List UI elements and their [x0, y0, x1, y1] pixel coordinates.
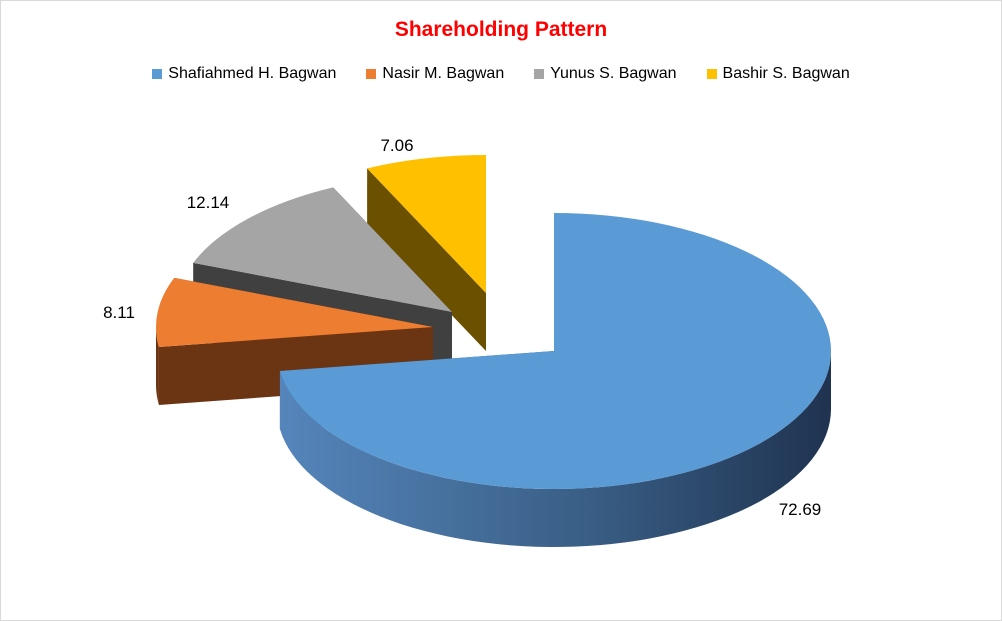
legend-swatch-shafiahmed — [152, 69, 163, 79]
legend-label-bashir: Bashir S. Bagwan — [722, 65, 850, 82]
legend-item-shafiahmed: Shafiahmed H. Bagwan — [152, 65, 336, 83]
legend-label-nasir: Nasir M. Bagwan — [382, 65, 505, 82]
data-label-yunus: 12.14 — [187, 193, 230, 212]
legend-label-yunus: Yunus S. Bagwan — [550, 65, 677, 82]
legend: Shafiahmed H. Bagwan Nasir M. Bagwan Yun… — [1, 65, 1001, 83]
pie-top-nasir — [155, 277, 433, 347]
legend-item-nasir: Nasir M. Bagwan — [366, 65, 504, 83]
data-label-bashir: 7.06 — [380, 136, 413, 155]
pie-top-shafiahmed — [279, 213, 832, 489]
legend-label-shafiahmed: Shafiahmed H. Bagwan — [168, 65, 337, 82]
legend-swatch-yunus — [534, 69, 545, 79]
legend-swatch-nasir — [366, 69, 377, 79]
pie-side-nasir — [156, 327, 159, 405]
pie-slice-shafiahmed — [279, 213, 832, 547]
legend-item-yunus: Yunus S. Bagwan — [534, 65, 677, 83]
legend-item-bashir: Bashir S. Bagwan — [706, 65, 850, 83]
data-label-nasir: 8.11 — [103, 303, 135, 322]
chart-title: Shareholding Pattern — [394, 18, 608, 41]
pie-slice-bashir — [367, 155, 486, 351]
legend-swatch-bashir — [706, 69, 717, 79]
pie-top-yunus — [193, 187, 452, 312]
pie-wall-start-bashir — [367, 168, 486, 351]
pie-top-bashir — [367, 155, 486, 293]
data-label-shafiahmed: 72.69 — [779, 500, 822, 519]
pie-side-shafiahmed — [279, 351, 831, 547]
